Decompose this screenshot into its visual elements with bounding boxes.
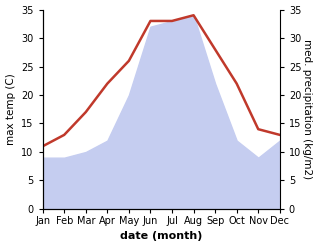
X-axis label: date (month): date (month): [120, 231, 203, 242]
Y-axis label: max temp (C): max temp (C): [5, 73, 16, 145]
Y-axis label: med. precipitation (kg/m2): med. precipitation (kg/m2): [302, 39, 313, 179]
